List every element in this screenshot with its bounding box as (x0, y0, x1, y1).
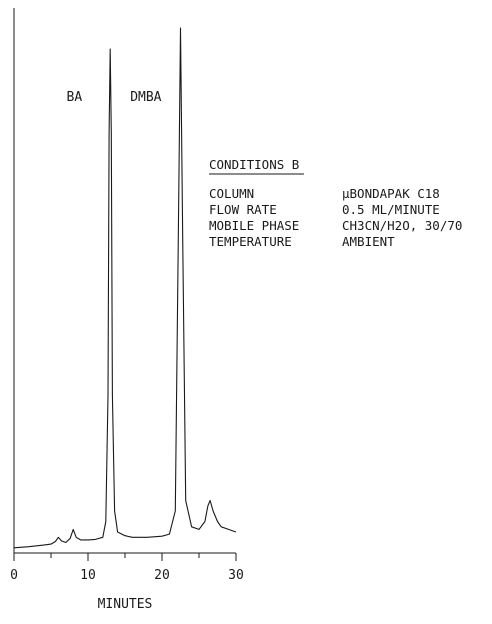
condition-value-flow-rate: 0.5 ML/MINUTE (342, 202, 440, 217)
conditions-block: CONDITIONS B COLUMN µBONDAPAK C18 FLOW R… (209, 157, 462, 249)
peak-label-dmba: DMBA (130, 90, 161, 105)
condition-value-mobile-phase: CH3CN/H2O, 30/70 (342, 218, 462, 233)
x-axis-label: MINUTES (98, 597, 153, 612)
x-tick-label-10: 10 (80, 568, 96, 583)
condition-label-flow-rate: FLOW RATE (209, 202, 277, 217)
x-tick-label-0: 0 (10, 568, 18, 583)
x-axis-tick-labels: 0 10 20 30 (10, 568, 244, 583)
peak-label-ba: BA (67, 90, 83, 105)
condition-label-mobile-phase: MOBILE PHASE (209, 218, 299, 233)
x-tick-label-30: 30 (228, 568, 244, 583)
conditions-heading: CONDITIONS B (209, 157, 299, 172)
chromatogram-trace (13, 27, 237, 549)
condition-label-column: COLUMN (209, 186, 254, 201)
x-tick-label-20: 20 (154, 568, 170, 583)
x-axis-ticks (13, 553, 237, 561)
condition-value-column: µBONDAPAK C18 (342, 186, 440, 201)
condition-label-temperature: TEMPERATURE (209, 234, 292, 249)
condition-value-temperature: AMBIENT (342, 234, 395, 249)
